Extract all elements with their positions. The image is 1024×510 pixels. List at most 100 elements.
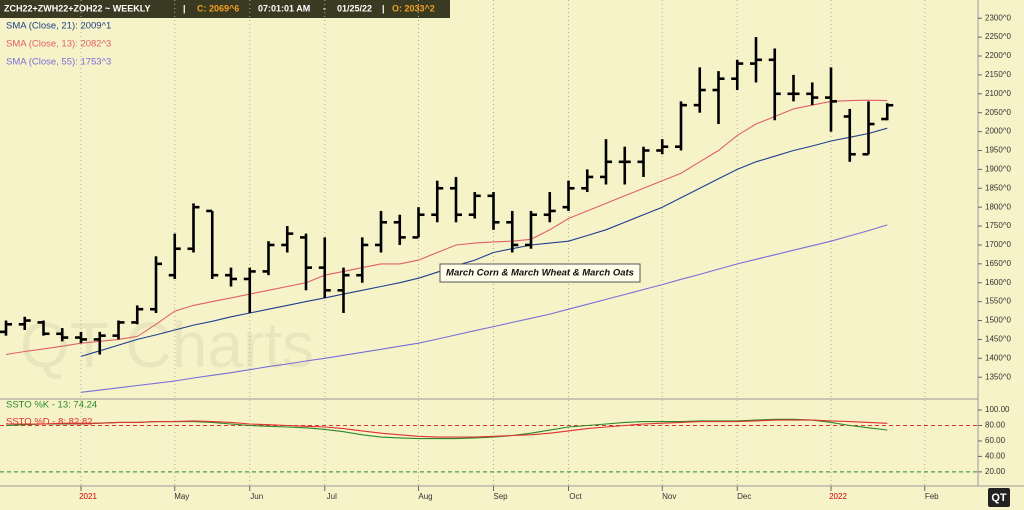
ohlc-bar	[262, 241, 275, 276]
legend-entry: SSTO %D - 8: 82.82	[6, 417, 92, 428]
ohlc-bar	[637, 146, 650, 177]
ohlc-bar	[731, 59, 744, 91]
y-tick-label: 1550^0	[985, 297, 1012, 306]
x-tick-label: Jun	[250, 492, 263, 501]
ohlc-bar	[768, 48, 781, 121]
ohlc-bar	[825, 67, 837, 132]
header-item: |	[382, 3, 385, 13]
watermark: QT Charts	[20, 309, 314, 381]
ohlc-bar	[112, 320, 125, 340]
header-item: 07:01:01 AM	[258, 3, 310, 13]
y-tick-label: 20.00	[985, 467, 1006, 476]
ohlc-bar	[693, 67, 706, 113]
ohlc-bar	[93, 331, 106, 355]
annotation: March Corn & March Wheat & March Oats	[446, 268, 634, 279]
ohlc-bar	[0, 320, 12, 336]
ohlc-bar	[337, 267, 350, 313]
x-tick-label: 2022	[829, 492, 847, 501]
ohlc-bar	[468, 192, 481, 219]
line-series	[5, 99, 888, 356]
ohlc-bar	[656, 139, 669, 155]
ohlc-bar	[806, 82, 819, 106]
ohlc-bar	[675, 101, 687, 151]
header-item: C: 2069^6	[197, 3, 239, 13]
header-bar	[0, 0, 450, 18]
logo: QT	[991, 492, 1007, 504]
ohlc-bar	[56, 328, 69, 342]
ohlc-bar	[750, 37, 762, 83]
annotation-box	[439, 263, 641, 283]
ohlc-bar	[881, 103, 894, 121]
line-series	[80, 127, 888, 357]
ohlc-bar	[525, 210, 537, 249]
x-tick-label: Sep	[493, 492, 508, 501]
y-tick-label: 1750^0	[985, 221, 1012, 230]
ohlc-bar	[75, 331, 87, 344]
ohlc-bar	[487, 192, 500, 230]
ohlc-bar	[300, 233, 312, 291]
x-tick-label: May	[174, 492, 189, 501]
y-tick-label: 1950^0	[985, 146, 1012, 155]
y-tick-label: 2250^0	[985, 32, 1012, 41]
x-tick-label: Oct	[569, 492, 582, 501]
x-tick-label: Nov	[662, 492, 676, 501]
ohlc-bar	[18, 316, 31, 330]
y-tick-label: 2300^0	[985, 13, 1012, 22]
y-tick-label: 1850^0	[985, 183, 1012, 192]
y-tick-label: 80.00	[985, 421, 1006, 430]
header-item: ZCH22+ZWH22+ZOH22 ~ WEEKLY	[4, 3, 150, 13]
x-tick-label: Aug	[418, 492, 432, 501]
ohlc-bar	[131, 305, 144, 325]
ohlc-bar	[187, 203, 200, 253]
ohlc-bar	[318, 237, 331, 298]
line-series	[80, 224, 888, 393]
header-item: O: 2033^2	[392, 3, 435, 13]
legend-entry: SMA (Close, 13): 2082^3	[6, 39, 111, 50]
x-tick-label: Feb	[925, 492, 939, 501]
ohlc-bar	[581, 169, 594, 193]
logo-box	[988, 488, 1010, 507]
legend-entry: SSTO %K - 13: 74.24	[6, 400, 97, 411]
ohlc-bar	[281, 226, 294, 253]
ohlc-bar	[862, 101, 875, 156]
ohlc-bar	[843, 108, 856, 162]
y-tick-label: 2150^0	[985, 70, 1012, 79]
y-tick-label: 1350^0	[985, 372, 1012, 381]
legend-entry: SMA (Close, 55): 1753^3	[6, 57, 111, 68]
ohlc-bar	[393, 214, 406, 245]
ohlc-bar	[150, 256, 162, 313]
ohlc-bar	[712, 71, 725, 125]
y-tick-label: 100.00	[985, 405, 1010, 414]
y-tick-label: 1450^0	[985, 335, 1012, 344]
y-tick-label: 1500^0	[985, 316, 1012, 325]
ohlc-bar	[562, 180, 575, 211]
ohlc-bar	[506, 210, 519, 253]
ohlc-bar	[543, 192, 556, 223]
y-tick-label: 1650^0	[985, 259, 1012, 268]
y-tick-label: 1800^0	[985, 202, 1012, 211]
ohlc-bar	[37, 320, 50, 336]
ohlc-bar	[168, 233, 181, 279]
ohlc-bar	[431, 180, 444, 223]
ohlc-bar	[375, 210, 387, 253]
header-item: 01/25/22	[337, 3, 372, 13]
ohlc-bar	[412, 207, 425, 239]
ohlc-bar	[206, 209, 219, 279]
y-tick-label: 1600^0	[985, 278, 1012, 287]
x-tick-label: Jul	[327, 492, 337, 501]
ohlc-bar	[618, 146, 631, 185]
y-tick-label: 2100^0	[985, 89, 1012, 98]
y-tick-label: 40.00	[985, 452, 1006, 461]
y-tick-label: 60.00	[985, 436, 1006, 445]
y-tick-label: 1900^0	[985, 164, 1012, 173]
y-tick-label: 1400^0	[985, 353, 1012, 362]
ohlc-bar	[600, 139, 612, 185]
y-tick-label: 2050^0	[985, 108, 1012, 117]
ohlc-bar	[787, 74, 800, 102]
x-tick-label: 2021	[79, 492, 97, 501]
header-item: |	[183, 3, 186, 13]
ohlc-bar	[225, 267, 237, 287]
ohlc-bar	[356, 237, 369, 283]
